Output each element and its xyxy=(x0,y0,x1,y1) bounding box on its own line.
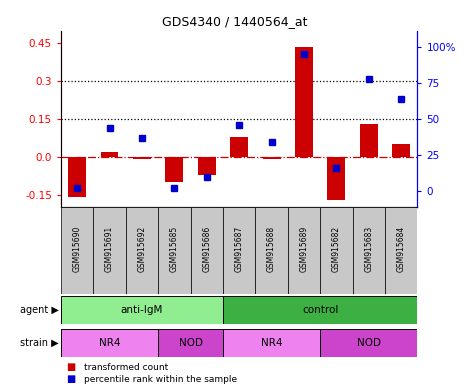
Bar xyxy=(133,157,151,159)
Text: control: control xyxy=(302,305,339,315)
Text: ■: ■ xyxy=(66,362,75,372)
Text: GSM915687: GSM915687 xyxy=(234,226,244,272)
Text: GSM915685: GSM915685 xyxy=(170,226,179,272)
Bar xyxy=(230,137,248,157)
Bar xyxy=(288,207,320,294)
Bar xyxy=(61,296,223,324)
Bar xyxy=(158,329,223,356)
Bar xyxy=(223,296,417,324)
Text: NR4: NR4 xyxy=(99,338,121,348)
Bar xyxy=(61,329,158,356)
Text: GSM915683: GSM915683 xyxy=(364,226,373,272)
Bar xyxy=(68,157,86,197)
Bar xyxy=(190,207,223,294)
Bar xyxy=(320,207,353,294)
Text: GSM915682: GSM915682 xyxy=(332,226,341,272)
Text: GDS4340 / 1440564_at: GDS4340 / 1440564_at xyxy=(162,15,307,28)
Text: agent ▶: agent ▶ xyxy=(20,305,59,315)
Text: percentile rank within the sample: percentile rank within the sample xyxy=(84,374,237,384)
Bar xyxy=(166,157,183,182)
Text: GSM915684: GSM915684 xyxy=(397,226,406,272)
Bar xyxy=(223,207,256,294)
Text: NOD: NOD xyxy=(179,338,203,348)
Bar xyxy=(158,207,190,294)
Text: GSM915688: GSM915688 xyxy=(267,226,276,272)
Bar xyxy=(392,144,410,157)
Bar xyxy=(93,207,126,294)
Text: GSM915692: GSM915692 xyxy=(137,226,146,272)
Text: ■: ■ xyxy=(66,374,75,384)
Bar xyxy=(198,157,216,175)
Bar xyxy=(385,207,417,294)
Bar xyxy=(295,47,313,157)
Bar xyxy=(327,157,345,200)
Bar xyxy=(61,207,93,294)
Text: GSM915686: GSM915686 xyxy=(202,226,212,272)
Text: GSM915689: GSM915689 xyxy=(300,226,309,272)
Text: NR4: NR4 xyxy=(261,338,282,348)
Text: anti-IgM: anti-IgM xyxy=(121,305,163,315)
Bar xyxy=(223,329,320,356)
Text: transformed count: transformed count xyxy=(84,363,169,372)
Bar xyxy=(320,329,417,356)
Bar xyxy=(360,124,378,157)
Bar xyxy=(353,207,385,294)
Text: NOD: NOD xyxy=(357,338,381,348)
Text: strain ▶: strain ▶ xyxy=(20,338,59,348)
Bar xyxy=(101,152,119,157)
Bar xyxy=(126,207,158,294)
Text: GSM915690: GSM915690 xyxy=(73,226,82,272)
Text: GSM915691: GSM915691 xyxy=(105,226,114,272)
Bar xyxy=(256,207,288,294)
Bar xyxy=(263,157,280,159)
